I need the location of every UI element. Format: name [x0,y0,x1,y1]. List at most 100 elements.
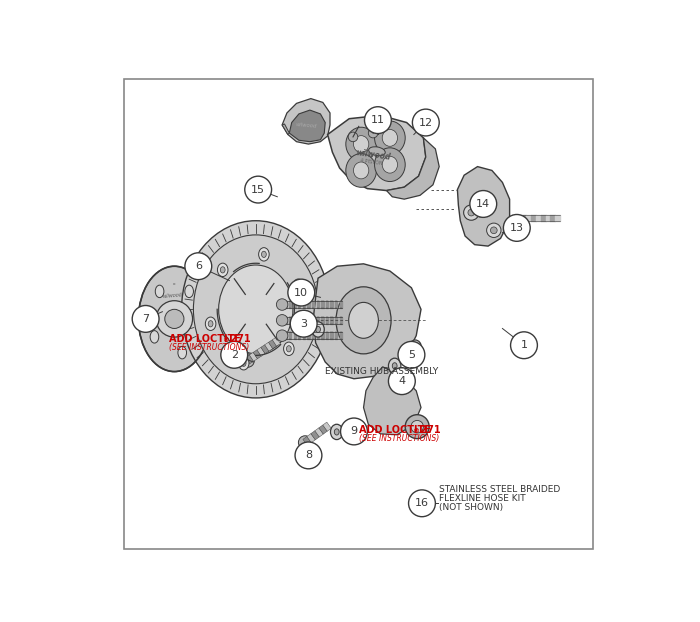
Ellipse shape [392,363,397,369]
Polygon shape [210,295,223,343]
Polygon shape [253,350,261,359]
Polygon shape [311,431,319,440]
Circle shape [474,203,488,217]
Text: 4: 4 [398,376,405,386]
Circle shape [185,253,211,280]
Circle shape [398,341,425,368]
Ellipse shape [316,327,321,333]
Circle shape [348,132,358,142]
Ellipse shape [205,317,216,330]
Text: 2: 2 [231,350,238,360]
Ellipse shape [382,156,398,173]
Circle shape [276,315,288,326]
Text: (SEE INSTRUCTIONS): (SEE INSTRUCTIONS) [358,434,439,443]
Polygon shape [289,110,326,142]
Ellipse shape [262,251,266,258]
Circle shape [365,107,391,134]
Text: FLEXLINE HOSE KIT: FLEXLINE HOSE KIT [439,494,526,503]
Ellipse shape [354,162,369,179]
Circle shape [298,436,312,449]
Ellipse shape [286,346,291,352]
Circle shape [341,418,368,445]
Circle shape [241,354,254,367]
Ellipse shape [330,424,343,440]
Text: ADD LOCTITE: ADD LOCTITE [169,334,241,344]
Circle shape [405,415,429,439]
Circle shape [132,305,159,332]
Text: ADD LOCTITE: ADD LOCTITE [358,425,430,435]
Text: (NOT SHOWN): (NOT SHOWN) [439,503,503,512]
Ellipse shape [293,279,303,292]
Polygon shape [314,264,421,379]
Polygon shape [315,428,323,437]
Circle shape [412,109,439,136]
Circle shape [245,176,272,203]
Ellipse shape [193,235,318,384]
Polygon shape [303,437,312,445]
Ellipse shape [382,129,398,146]
Polygon shape [265,342,273,351]
Text: (SEE INSTRUCTIONS): (SEE INSTRUCTIONS) [169,343,249,352]
Text: 3: 3 [300,318,307,328]
Ellipse shape [296,282,300,289]
Circle shape [491,227,497,234]
Polygon shape [246,355,253,364]
Text: 7: 7 [142,314,149,324]
Text: 4 PISTON: 4 PISTON [360,158,383,166]
Circle shape [463,205,479,220]
Circle shape [411,420,424,433]
Text: 12: 12 [419,118,433,128]
Ellipse shape [346,128,377,161]
Text: 11: 11 [371,115,385,125]
Text: o: o [173,282,176,286]
Polygon shape [323,422,331,431]
Text: 5: 5 [408,350,415,360]
Text: 9: 9 [351,427,358,437]
Ellipse shape [218,263,228,277]
Polygon shape [282,124,289,134]
Circle shape [389,368,415,394]
Polygon shape [249,352,258,361]
Polygon shape [257,347,265,356]
Circle shape [288,279,315,306]
Text: 271: 271 [416,425,440,435]
Circle shape [276,330,288,341]
Polygon shape [282,98,330,144]
Polygon shape [272,337,281,346]
Ellipse shape [336,287,391,354]
Ellipse shape [346,154,377,187]
Ellipse shape [239,356,249,370]
Ellipse shape [218,265,293,354]
Ellipse shape [312,322,324,337]
Text: 10: 10 [294,287,308,297]
Text: wilwood: wilwood [162,292,182,299]
Ellipse shape [374,148,405,182]
Polygon shape [307,434,315,443]
Polygon shape [363,367,421,435]
Polygon shape [328,115,426,190]
Text: ®: ® [223,337,230,343]
Text: 271: 271 [227,334,250,344]
Text: ®: ® [413,428,420,434]
Circle shape [220,341,248,368]
Circle shape [486,223,501,238]
Ellipse shape [413,345,418,351]
Ellipse shape [178,346,186,359]
Text: 16: 16 [415,498,429,508]
Text: STAINLESS STEEL BRAIDED: STAINLESS STEEL BRAIDED [439,485,561,494]
Polygon shape [457,167,510,246]
Ellipse shape [284,342,294,356]
Ellipse shape [208,321,213,327]
Circle shape [409,490,435,517]
Text: 8: 8 [305,450,312,460]
Ellipse shape [150,331,159,343]
Ellipse shape [139,266,210,371]
Ellipse shape [409,340,421,355]
Text: 15: 15 [251,185,265,195]
Ellipse shape [349,302,379,338]
Ellipse shape [369,147,385,156]
Ellipse shape [220,267,225,273]
Circle shape [368,128,378,138]
Circle shape [276,299,288,310]
Circle shape [510,332,538,359]
